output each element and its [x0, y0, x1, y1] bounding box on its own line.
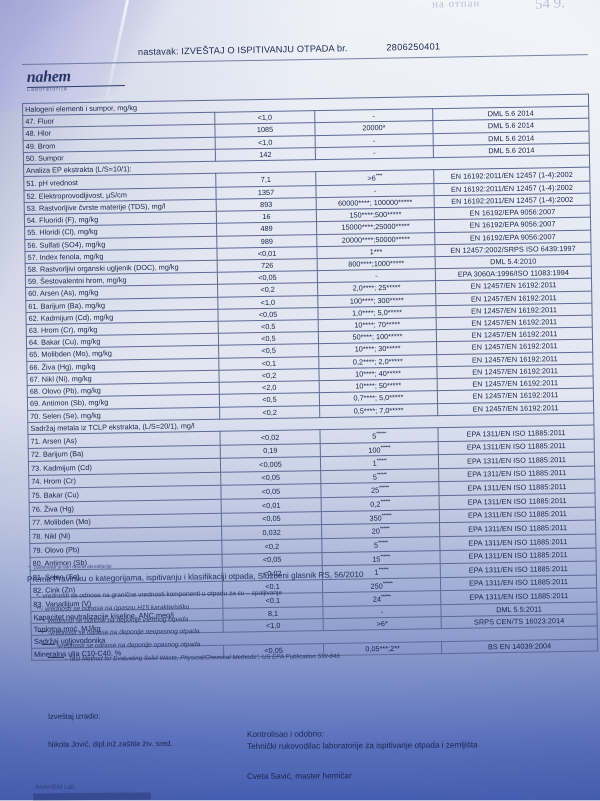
table-cell-method: BS EN 14039:2004	[441, 638, 598, 654]
header-divider	[21, 54, 588, 65]
signature-right-title: Kontrolisao i odobrio:	[246, 729, 324, 739]
overline-mark	[37, 630, 47, 633]
top-handwriting-left: на отпан	[431, 0, 481, 11]
top-handwriting-right: 54 9.	[534, 0, 566, 13]
signature-right-subtitle: Tehnički rukovodilac laboratorije za isp…	[246, 740, 478, 751]
overline-mark	[47, 656, 64, 659]
footnote-6-text: - Test Method for Evaluating Solid Waste…	[64, 652, 340, 663]
logo-wordmark: nahem	[26, 68, 71, 86]
signature-right-name: Cveta Savić, master hemičar	[246, 771, 352, 781]
report-header: nastavak: IZVEŠTAJ O ISPITIVANJU OTPADA …	[138, 41, 441, 57]
report-header-prefix: nastavak: IZVEŠTAJ O ISPITIVANJU OTPADA …	[137, 43, 348, 57]
signature-left-name: Nikola Jović, dipl.inž.zaštite živ. sred…	[47, 738, 173, 749]
anahem-logo: nahem Laboratorija	[27, 68, 144, 100]
footer-bar	[32, 792, 152, 801]
report-number: 2806250401	[386, 41, 441, 53]
table-cell-limit: 0,05***;2**	[323, 641, 442, 656]
footer-lab-label: ANAHEM Lab.	[34, 783, 77, 792]
overline-mark	[41, 643, 55, 646]
logo-subtitle: Laboratorija	[27, 86, 68, 93]
signature-left-title: Izveštaj izradio:	[47, 711, 101, 721]
